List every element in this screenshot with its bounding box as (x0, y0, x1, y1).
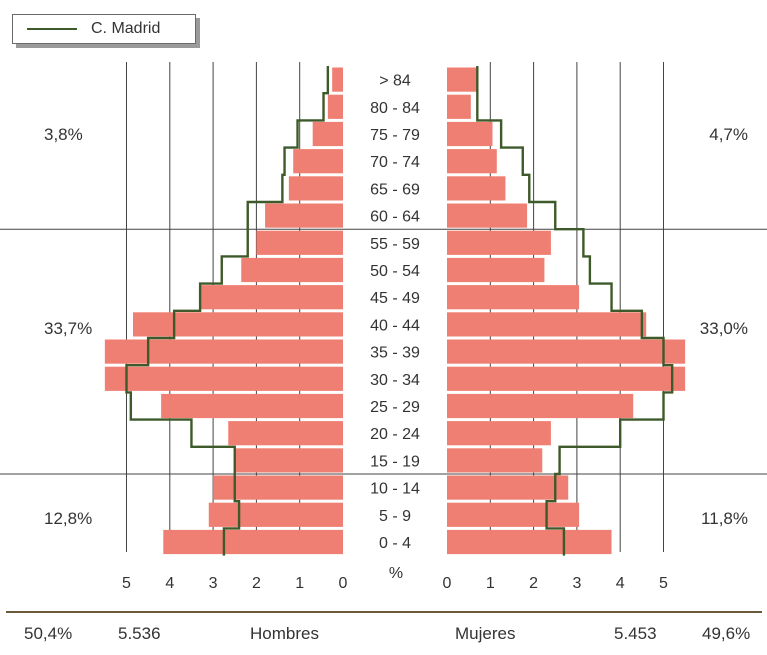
bar-mujeres-14 (447, 448, 542, 472)
x-tick-left: 5 (122, 575, 131, 592)
footer-left-count: 5.536 (118, 624, 161, 644)
bar-mujeres-3 (447, 149, 497, 173)
x-tick-right: 0 (443, 575, 452, 592)
x-tick-left: 4 (165, 575, 174, 592)
age-label: 40 - 44 (370, 317, 420, 334)
legend-label: C. Madrid (91, 20, 160, 38)
bar-mujeres-11 (447, 367, 685, 391)
legend: C. Madrid (12, 14, 196, 44)
x-tick-right: 4 (616, 575, 625, 592)
bar-hombres-3 (293, 149, 343, 173)
bar-hombres-6 (256, 231, 343, 255)
age-label: 20 - 24 (370, 426, 420, 443)
bar-hombres-15 (213, 476, 343, 500)
group-share-right: 4,7% (709, 125, 748, 144)
bar-mujeres-4 (447, 176, 505, 200)
x-axis-label: % (389, 565, 403, 582)
bar-hombres-7 (241, 258, 343, 282)
footer-left-percent: 50,4% (24, 624, 72, 644)
x-tick-left: 3 (209, 575, 218, 592)
group-share-left: 12,8% (44, 509, 92, 528)
bar-hombres-9 (133, 312, 343, 336)
bar-hombres-10 (105, 340, 343, 364)
bar-mujeres-12 (447, 394, 633, 418)
bar-mujeres-9 (447, 312, 646, 336)
bar-mujeres-0 (447, 68, 477, 92)
footer-right-label: Mujeres (455, 624, 515, 644)
bar-mujeres-8 (447, 285, 579, 309)
footer-right-count: 5.453 (614, 624, 657, 644)
age-label: 25 - 29 (370, 399, 420, 416)
footer-right-percent: 49,6% (702, 624, 750, 644)
age-label: 75 - 79 (370, 127, 420, 144)
bar-mujeres-15 (447, 476, 568, 500)
age-label: 15 - 19 (370, 453, 420, 470)
bar-mujeres-1 (447, 95, 471, 119)
group-share-right: 33,0% (700, 319, 748, 338)
bar-mujeres-10 (447, 340, 685, 364)
bar-hombres-8 (200, 285, 343, 309)
age-label: 35 - 39 (370, 345, 420, 362)
bar-hombres-4 (289, 176, 343, 200)
bar-mujeres-13 (447, 421, 551, 445)
age-label: 0 - 4 (379, 535, 411, 552)
age-label: 45 - 49 (370, 290, 420, 307)
bar-mujeres-6 (447, 231, 551, 255)
bar-hombres-0 (332, 68, 343, 92)
bar-hombres-2 (313, 122, 343, 146)
group-share-left: 33,7% (44, 319, 92, 338)
x-tick-right: 1 (486, 575, 495, 592)
bar-mujeres-17 (447, 530, 612, 554)
age-label: > 84 (379, 73, 411, 90)
age-label: 70 - 74 (370, 154, 420, 171)
footer-left-label: Hombres (250, 624, 319, 644)
group-share-left: 3,8% (44, 125, 83, 144)
legend-line-swatch (27, 28, 77, 30)
bar-mujeres-2 (447, 122, 492, 146)
bar-mujeres-7 (447, 258, 544, 282)
x-tick-left: 1 (295, 575, 304, 592)
age-label: 80 - 84 (370, 100, 420, 117)
bar-hombres-14 (235, 448, 343, 472)
age-label: 50 - 54 (370, 263, 420, 280)
x-tick-right: 3 (572, 575, 581, 592)
x-tick-left: 2 (252, 575, 261, 592)
age-label: 10 - 14 (370, 481, 420, 498)
age-label: 55 - 59 (370, 236, 420, 253)
age-label: 60 - 64 (370, 209, 420, 226)
x-tick-right: 5 (659, 575, 668, 592)
age-label: 5 - 9 (379, 508, 411, 525)
age-label: 65 - 69 (370, 181, 420, 198)
bar-mujeres-5 (447, 204, 527, 228)
bar-hombres-13 (228, 421, 343, 445)
footer-rule (6, 611, 762, 613)
bar-hombres-16 (209, 503, 343, 527)
bar-hombres-12 (161, 394, 343, 418)
bar-hombres-1 (328, 95, 343, 119)
x-tick-right: 2 (529, 575, 538, 592)
bar-hombres-11 (105, 367, 343, 391)
bar-hombres-5 (265, 204, 343, 228)
bar-mujeres-16 (447, 503, 579, 527)
x-tick-left: 0 (339, 575, 348, 592)
group-share-right: 11,8% (701, 509, 748, 528)
bar-hombres-17 (163, 530, 343, 554)
age-label: 30 - 34 (370, 372, 420, 389)
